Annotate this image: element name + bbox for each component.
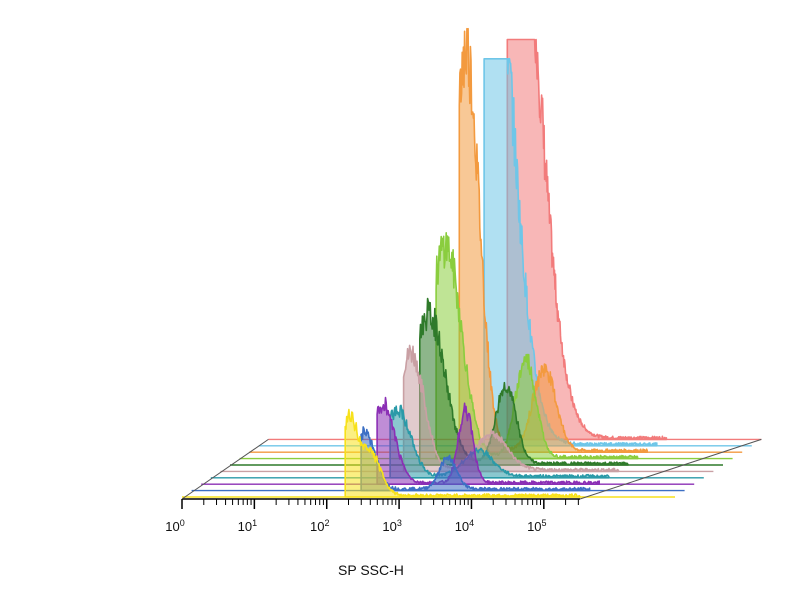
- x-tick-label: 101: [238, 518, 257, 534]
- series-trace: [389, 404, 610, 479]
- series-trace: [419, 297, 629, 466]
- series-trace: [376, 396, 600, 485]
- x-axis: 100 101 102 103 104 105: [165, 438, 762, 534]
- axis-depth-edge: [181, 438, 269, 500]
- x-tick-label: 102: [310, 518, 329, 534]
- series-trace: [402, 344, 620, 473]
- x-tick-label: 105: [527, 518, 546, 534]
- x-tick-label: 103: [382, 518, 401, 534]
- x-tick-label: 100: [165, 518, 184, 534]
- x-axis-title: SP SSC-H: [338, 562, 404, 578]
- series-trace: [344, 408, 581, 498]
- series-trace: [506, 38, 668, 441]
- axis-depth-edge: [579, 438, 762, 500]
- x-tick-label: 104: [455, 518, 474, 534]
- series-traces: [344, 27, 668, 498]
- series-trace: [458, 27, 648, 453]
